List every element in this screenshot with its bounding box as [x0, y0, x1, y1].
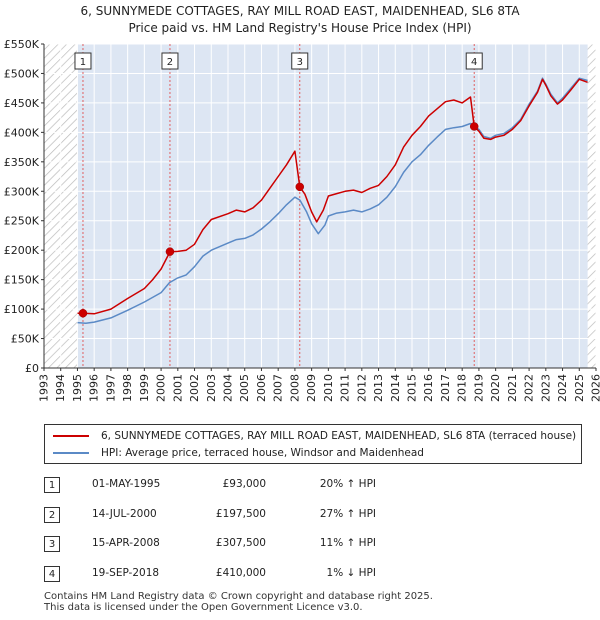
sale-date: 15-APR-2008 [92, 537, 160, 549]
legend-label-hpi: HPI: Average price, terraced house, Wind… [101, 447, 424, 459]
y-tick-label: £150K [4, 274, 40, 287]
sale-price: £93,000 [222, 478, 266, 490]
y-tick-label: £0 [25, 362, 39, 375]
x-tick-label: 2018 [456, 374, 469, 402]
price-chart: £0 £50K £100K £150K £200K £250K £300K £350K £400… [4, 38, 600, 402]
footer: Contains HM Land Registry data © Crown c… [44, 591, 433, 613]
y-tick-label: £350K [4, 156, 40, 169]
sale-number-badge: 1 [44, 477, 60, 493]
sale-hpi-diff: 27% ↑ HPI [319, 508, 376, 520]
x-tick-label: 2016 [422, 374, 435, 402]
x-tick-label: 2017 [439, 374, 452, 402]
sale-row: 1 01-MAY-1995 £93,000 20% ↑ HPI [44, 474, 584, 496]
x-tick-label: 2022 [523, 374, 536, 402]
plot-background [44, 44, 596, 368]
x-tick-label: 2012 [355, 374, 368, 402]
sale-hpi-diff: 20% ↑ HPI [319, 478, 376, 490]
x-tick-label: 2003 [205, 374, 218, 402]
sale-number-badge: 2 [44, 507, 60, 523]
x-tick-label: 2014 [389, 374, 402, 402]
y-tick-label: £400K [4, 126, 40, 139]
sale-number-box [465, 52, 483, 70]
sale-point [295, 182, 305, 192]
x-tick-label: 1995 [71, 374, 84, 402]
x-tick-label: 1996 [88, 374, 101, 402]
x-tick-label: 2005 [238, 374, 251, 402]
sale-point [78, 308, 88, 318]
legend-swatch-property [53, 435, 89, 437]
y-tick-label: £500K [4, 67, 40, 80]
sale-number-box [291, 52, 309, 70]
x-tick-label: 2000 [155, 374, 168, 402]
hatched-region-post-data [587, 44, 596, 368]
sale-number-badge: 3 [44, 536, 60, 552]
y-tick-label: £200K [4, 244, 40, 257]
x-tick-label: 2019 [472, 374, 485, 402]
x-tick-label: 2002 [188, 374, 201, 402]
legend-label-property: 6, SUNNYMEDE COTTAGES, RAY MILL ROAD EAS… [101, 430, 577, 442]
legend: 6, SUNNYMEDE COTTAGES, RAY MILL ROAD EAS… [44, 424, 582, 464]
sale-date: 19-SEP-2018 [92, 567, 160, 579]
y-tick-label: £250K [4, 215, 40, 228]
x-tick-label: 2009 [305, 374, 318, 402]
y-tick-label: £450K [4, 97, 40, 110]
x-tick-label: 2006 [255, 374, 268, 402]
sale-number-box [74, 52, 92, 70]
x-tick-label: 2013 [372, 374, 385, 402]
sale-price: £197,500 [215, 508, 266, 520]
footer-licence: This data is licensed under the Open Gov… [44, 602, 363, 613]
sale-date: 14-JUL-2000 [92, 508, 157, 520]
sale-hpi-diff: 11% ↑ HPI [319, 537, 376, 549]
x-tick-label: 2021 [506, 374, 519, 402]
sale-number-box [161, 52, 179, 70]
x-tick-label: 1997 [104, 374, 117, 402]
y-tick-label: £300K [4, 185, 40, 198]
x-tick-label: 2011 [339, 374, 352, 402]
hpi-line [77, 77, 588, 324]
x-tick-label: 2015 [406, 374, 419, 402]
x-tick-label: 2023 [539, 374, 552, 402]
x-tick-label: 2010 [322, 374, 335, 402]
property-price-line [77, 78, 588, 315]
sale-row: 4 19-SEP-2018 £410,000 1% ↓ HPI [44, 563, 584, 585]
sale-row: 2 14-JUL-2000 £197,500 27% ↑ HPI [44, 504, 584, 526]
sale-point [469, 122, 479, 131]
x-tick-label: 2001 [171, 374, 184, 402]
footer-copyright: Contains HM Land Registry data © Crown c… [44, 591, 433, 602]
x-tick-label: 2004 [222, 374, 235, 402]
chart-title: 6, SUNNYMEDE COTTAGES, RAY MILL ROAD EAS… [80, 4, 520, 18]
x-tick-label: 2008 [288, 374, 301, 402]
x-tick-label: 2020 [489, 374, 502, 402]
legend-swatch-hpi [53, 452, 89, 454]
y-tick-label: £50K [11, 333, 40, 346]
sale-price: £410,000 [215, 567, 266, 579]
x-tick-label: 2007 [272, 374, 285, 402]
sale-number-badge: 4 [44, 566, 60, 582]
sale-number-label: 3 [297, 57, 303, 68]
x-tick-label: 1994 [54, 374, 67, 402]
sale-row: 3 15-APR-2008 £307,500 11% ↑ HPI [44, 533, 584, 555]
y-tick-label: £100K [4, 303, 40, 316]
sale-number-label: 1 [80, 57, 86, 68]
sale-number-label: 4 [471, 57, 477, 68]
x-tick-label: 1998 [121, 374, 134, 402]
x-tick-label: 2026 [590, 374, 600, 402]
x-tick-label: 1999 [138, 374, 151, 402]
sale-hpi-diff: 1% ↓ HPI [326, 567, 376, 579]
y-tick-label: £550K [4, 38, 40, 51]
x-tick-label: 2024 [556, 374, 569, 402]
x-tick-label: 2025 [573, 374, 586, 402]
sale-point [165, 247, 175, 256]
sale-number-label: 2 [167, 57, 173, 68]
x-tick-label: 1993 [38, 374, 51, 402]
chart-subtitle: Price paid vs. HM Land Registry's House … [128, 21, 472, 35]
sale-price: £307,500 [215, 537, 266, 549]
sale-date: 01-MAY-1995 [92, 478, 161, 490]
